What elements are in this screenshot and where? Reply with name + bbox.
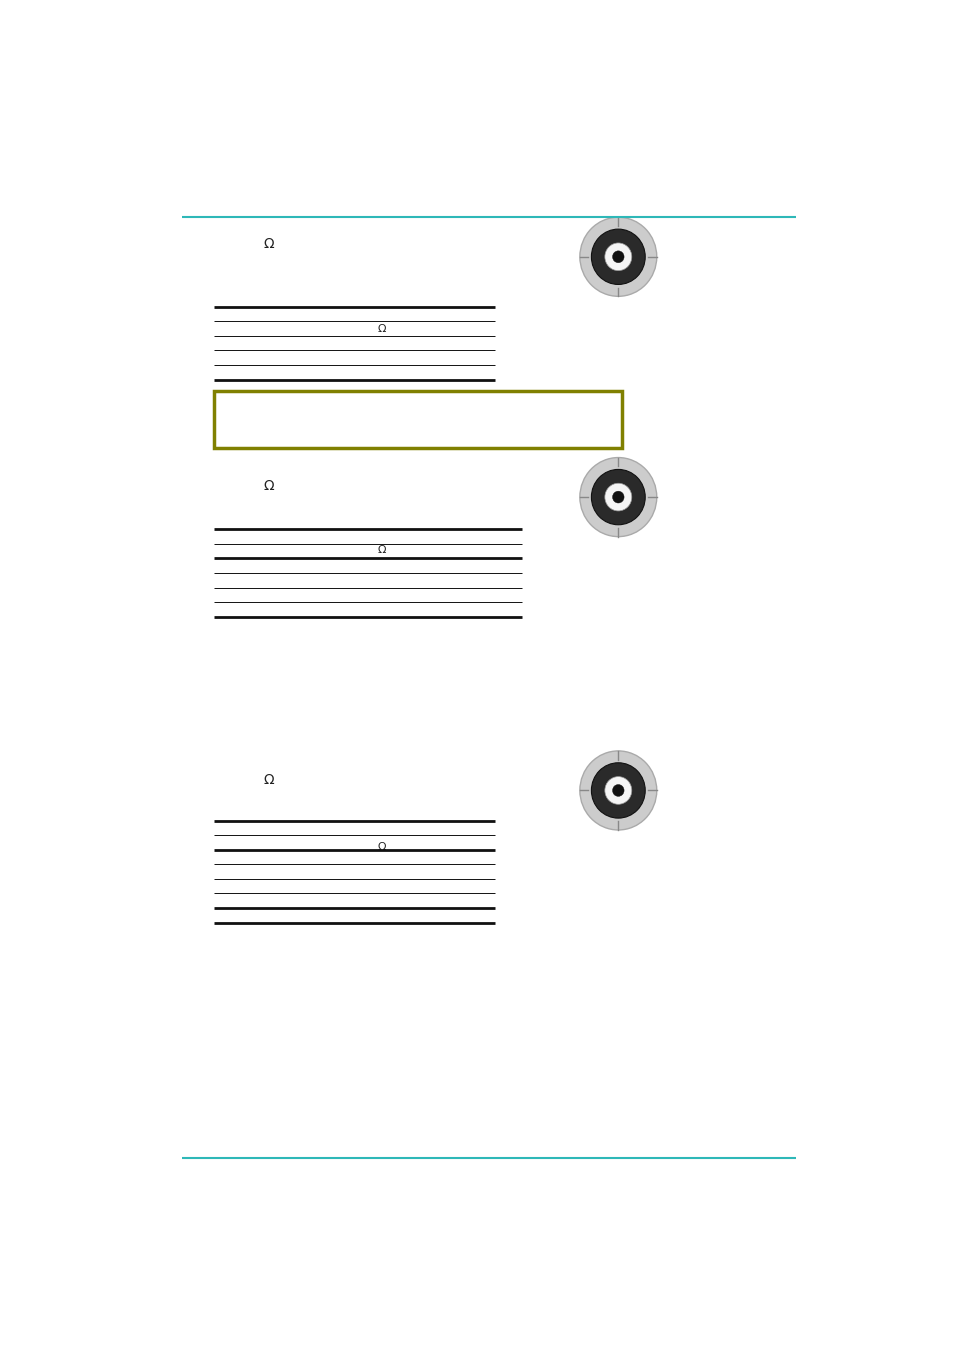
Ellipse shape bbox=[612, 492, 623, 503]
Ellipse shape bbox=[579, 458, 656, 536]
Ellipse shape bbox=[604, 777, 631, 804]
Ellipse shape bbox=[604, 484, 631, 511]
Ellipse shape bbox=[579, 218, 656, 296]
Text: Ω: Ω bbox=[377, 842, 386, 851]
Ellipse shape bbox=[591, 230, 644, 285]
Ellipse shape bbox=[579, 751, 656, 830]
Ellipse shape bbox=[604, 243, 631, 270]
Ellipse shape bbox=[591, 469, 644, 524]
Ellipse shape bbox=[591, 763, 644, 819]
Text: Ω: Ω bbox=[263, 773, 274, 788]
Text: Ω: Ω bbox=[263, 238, 274, 251]
Text: Ω: Ω bbox=[263, 478, 274, 493]
Text: Ω: Ω bbox=[377, 323, 386, 334]
FancyBboxPatch shape bbox=[213, 390, 621, 449]
Ellipse shape bbox=[612, 785, 623, 796]
Text: Ω: Ω bbox=[377, 546, 386, 555]
Ellipse shape bbox=[612, 251, 623, 262]
